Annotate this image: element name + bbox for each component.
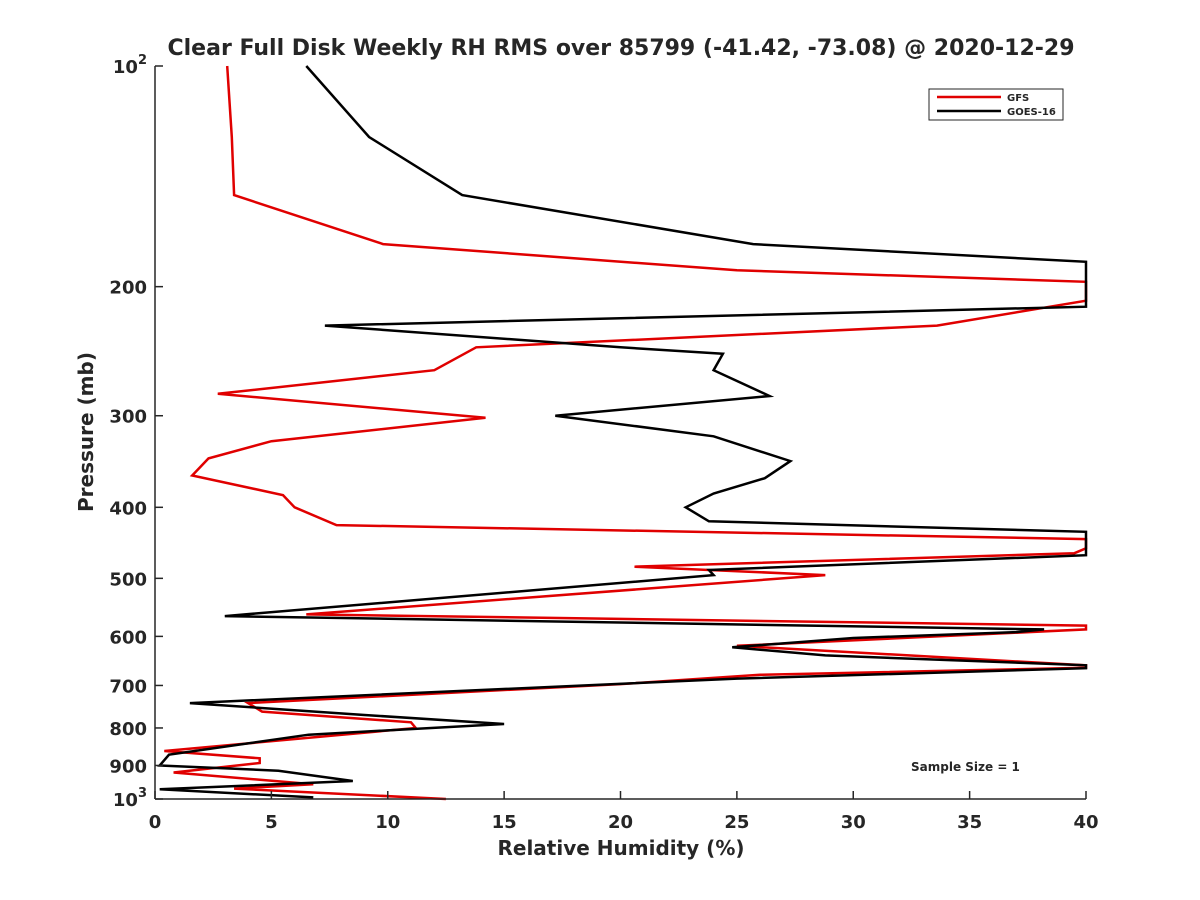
x-tick-label: 25 bbox=[724, 812, 749, 833]
y-tick-label: 700 bbox=[109, 676, 147, 697]
legend-label-gfs: GFS bbox=[1007, 93, 1029, 104]
plot-area: 0 5 10 15 20 25 30 35 40 102 200 300 400 500 600 700 80… bbox=[109, 53, 1098, 833]
y-tick-label: 102 bbox=[113, 53, 147, 78]
y-tick-label: 300 bbox=[109, 407, 147, 428]
y-tick-label: 200 bbox=[109, 278, 147, 299]
y-tick-label: 800 bbox=[109, 719, 147, 740]
x-tick-label: 20 bbox=[608, 812, 633, 833]
y-tick-label: 400 bbox=[109, 498, 147, 519]
plot-frame bbox=[155, 66, 1086, 799]
x-tick-label: 5 bbox=[265, 812, 278, 833]
chart-title: Clear Full Disk Weekly RH RMS over 85799… bbox=[167, 36, 1074, 61]
y-tick-label: 103 bbox=[113, 786, 147, 811]
y-tick-label: 900 bbox=[109, 756, 147, 777]
y-tick-label: 500 bbox=[109, 569, 147, 590]
x-tick-label: 40 bbox=[1073, 812, 1098, 833]
legend-label-goes16: GOES-16 bbox=[1007, 107, 1056, 118]
series-line-goes16 bbox=[157, 65, 1088, 799]
legend-box bbox=[928, 88, 1064, 121]
y-axis-label: Pressure (mb) bbox=[74, 352, 98, 512]
y-axis-ticks: 102 200 300 400 500 600 700 800 900 103 bbox=[109, 53, 163, 811]
y-tick-label: 600 bbox=[109, 627, 147, 648]
x-tick-label: 30 bbox=[841, 812, 866, 833]
x-axis-ticks: 0 5 10 15 20 25 30 35 40 bbox=[149, 791, 1099, 833]
x-tick-label: 35 bbox=[957, 812, 982, 833]
x-tick-label: 15 bbox=[492, 812, 517, 833]
legend: GFS GOES-16 bbox=[928, 88, 1064, 121]
x-tick-label: 10 bbox=[375, 812, 400, 833]
x-axis-label: Relative Humidity (%) bbox=[497, 836, 744, 860]
x-tick-label: 0 bbox=[149, 812, 162, 833]
series-layer bbox=[157, 65, 1088, 801]
sample-size-annotation: Sample Size = 1 bbox=[911, 760, 1020, 774]
